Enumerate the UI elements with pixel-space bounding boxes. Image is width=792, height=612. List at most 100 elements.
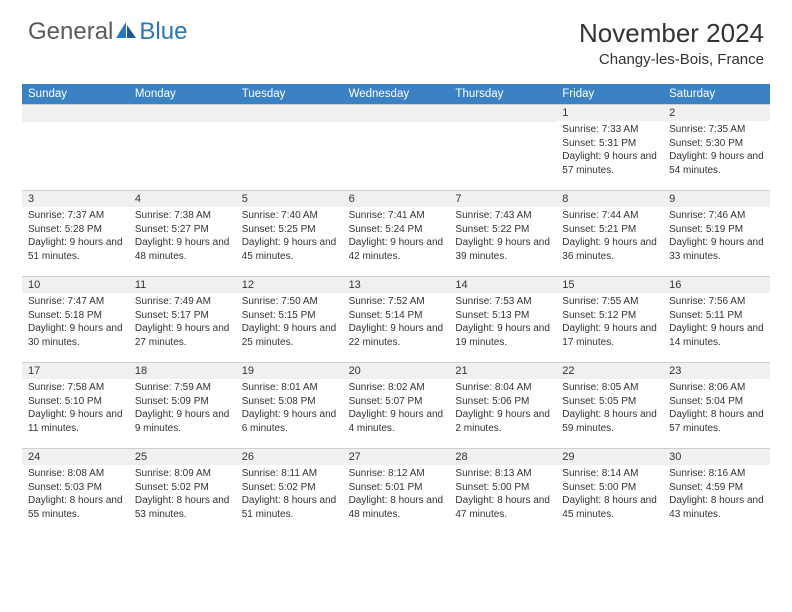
daylight-text: Daylight: 9 hours and 48 minutes. bbox=[135, 236, 230, 263]
calendar-day-cell: 22Sunrise: 8:05 AMSunset: 5:05 PMDayligh… bbox=[556, 362, 663, 448]
sunset-text: Sunset: 5:30 PM bbox=[669, 137, 764, 151]
sunrise-text: Sunrise: 8:02 AM bbox=[349, 381, 444, 395]
calendar-day-cell bbox=[236, 104, 343, 190]
sunrise-text: Sunrise: 8:08 AM bbox=[28, 467, 123, 481]
day-number bbox=[236, 105, 343, 122]
sunset-text: Sunset: 5:08 PM bbox=[242, 395, 337, 409]
calendar-day-cell: 27Sunrise: 8:12 AMSunset: 5:01 PMDayligh… bbox=[343, 448, 450, 534]
weekday-header: Tuesday bbox=[236, 84, 343, 104]
sunset-text: Sunset: 5:05 PM bbox=[562, 395, 657, 409]
daylight-text: Daylight: 9 hours and 39 minutes. bbox=[455, 236, 550, 263]
day-info: Sunrise: 7:52 AMSunset: 5:14 PMDaylight:… bbox=[343, 293, 450, 349]
weekday-header: Wednesday bbox=[343, 84, 450, 104]
day-info: Sunrise: 8:04 AMSunset: 5:06 PMDaylight:… bbox=[449, 379, 556, 435]
day-number: 22 bbox=[556, 363, 663, 379]
day-info: Sunrise: 7:47 AMSunset: 5:18 PMDaylight:… bbox=[22, 293, 129, 349]
sunset-text: Sunset: 5:02 PM bbox=[135, 481, 230, 495]
calendar-day-cell: 18Sunrise: 7:59 AMSunset: 5:09 PMDayligh… bbox=[129, 362, 236, 448]
calendar-day-cell: 11Sunrise: 7:49 AMSunset: 5:17 PMDayligh… bbox=[129, 276, 236, 362]
sunset-text: Sunset: 5:03 PM bbox=[28, 481, 123, 495]
weekday-header: Friday bbox=[556, 84, 663, 104]
day-info: Sunrise: 8:06 AMSunset: 5:04 PMDaylight:… bbox=[663, 379, 770, 435]
day-info: Sunrise: 8:01 AMSunset: 5:08 PMDaylight:… bbox=[236, 379, 343, 435]
calendar-week-row: 24Sunrise: 8:08 AMSunset: 5:03 PMDayligh… bbox=[22, 448, 770, 534]
weekday-header: Thursday bbox=[449, 84, 556, 104]
calendar-week-row: 1Sunrise: 7:33 AMSunset: 5:31 PMDaylight… bbox=[22, 104, 770, 190]
sunrise-text: Sunrise: 7:46 AM bbox=[669, 209, 764, 223]
calendar-day-cell: 3Sunrise: 7:37 AMSunset: 5:28 PMDaylight… bbox=[22, 190, 129, 276]
day-info: Sunrise: 7:37 AMSunset: 5:28 PMDaylight:… bbox=[22, 207, 129, 263]
day-info: Sunrise: 7:58 AMSunset: 5:10 PMDaylight:… bbox=[22, 379, 129, 435]
sunset-text: Sunset: 5:24 PM bbox=[349, 223, 444, 237]
daylight-text: Daylight: 9 hours and 51 minutes. bbox=[28, 236, 123, 263]
weekday-header: Monday bbox=[129, 84, 236, 104]
sunset-text: Sunset: 5:15 PM bbox=[242, 309, 337, 323]
calendar-day-cell bbox=[129, 104, 236, 190]
day-number: 1 bbox=[556, 105, 663, 121]
sunset-text: Sunset: 5:02 PM bbox=[242, 481, 337, 495]
sunrise-text: Sunrise: 8:01 AM bbox=[242, 381, 337, 395]
day-info: Sunrise: 7:49 AMSunset: 5:17 PMDaylight:… bbox=[129, 293, 236, 349]
calendar-day-cell: 8Sunrise: 7:44 AMSunset: 5:21 PMDaylight… bbox=[556, 190, 663, 276]
sunrise-text: Sunrise: 7:55 AM bbox=[562, 295, 657, 309]
day-number: 23 bbox=[663, 363, 770, 379]
daylight-text: Daylight: 8 hours and 43 minutes. bbox=[669, 494, 764, 521]
sunset-text: Sunset: 5:01 PM bbox=[349, 481, 444, 495]
calendar-day-cell: 26Sunrise: 8:11 AMSunset: 5:02 PMDayligh… bbox=[236, 448, 343, 534]
calendar-grid: Sunday Monday Tuesday Wednesday Thursday… bbox=[22, 84, 770, 534]
sunset-text: Sunset: 5:06 PM bbox=[455, 395, 550, 409]
sunset-text: Sunset: 5:00 PM bbox=[455, 481, 550, 495]
day-number bbox=[22, 105, 129, 122]
daylight-text: Daylight: 9 hours and 6 minutes. bbox=[242, 408, 337, 435]
day-number: 5 bbox=[236, 191, 343, 207]
sunset-text: Sunset: 5:04 PM bbox=[669, 395, 764, 409]
day-info: Sunrise: 7:50 AMSunset: 5:15 PMDaylight:… bbox=[236, 293, 343, 349]
daylight-text: Daylight: 8 hours and 47 minutes. bbox=[455, 494, 550, 521]
day-info: Sunrise: 7:46 AMSunset: 5:19 PMDaylight:… bbox=[663, 207, 770, 263]
sunrise-text: Sunrise: 7:52 AM bbox=[349, 295, 444, 309]
daylight-text: Daylight: 8 hours and 51 minutes. bbox=[242, 494, 337, 521]
day-info: Sunrise: 8:05 AMSunset: 5:05 PMDaylight:… bbox=[556, 379, 663, 435]
day-number: 12 bbox=[236, 277, 343, 293]
day-number: 4 bbox=[129, 191, 236, 207]
day-info: Sunrise: 8:13 AMSunset: 5:00 PMDaylight:… bbox=[449, 465, 556, 521]
sunset-text: Sunset: 5:10 PM bbox=[28, 395, 123, 409]
daylight-text: Daylight: 8 hours and 55 minutes. bbox=[28, 494, 123, 521]
day-number: 11 bbox=[129, 277, 236, 293]
calendar-day-cell: 25Sunrise: 8:09 AMSunset: 5:02 PMDayligh… bbox=[129, 448, 236, 534]
day-info: Sunrise: 7:41 AMSunset: 5:24 PMDaylight:… bbox=[343, 207, 450, 263]
daylight-text: Daylight: 9 hours and 9 minutes. bbox=[135, 408, 230, 435]
sunrise-text: Sunrise: 7:43 AM bbox=[455, 209, 550, 223]
sunset-text: Sunset: 5:12 PM bbox=[562, 309, 657, 323]
day-info: Sunrise: 7:56 AMSunset: 5:11 PMDaylight:… bbox=[663, 293, 770, 349]
daylight-text: Daylight: 9 hours and 27 minutes. bbox=[135, 322, 230, 349]
daylight-text: Daylight: 9 hours and 42 minutes. bbox=[349, 236, 444, 263]
daylight-text: Daylight: 9 hours and 14 minutes. bbox=[669, 322, 764, 349]
calendar-day-cell: 5Sunrise: 7:40 AMSunset: 5:25 PMDaylight… bbox=[236, 190, 343, 276]
sunrise-text: Sunrise: 8:12 AM bbox=[349, 467, 444, 481]
daylight-text: Daylight: 9 hours and 19 minutes. bbox=[455, 322, 550, 349]
calendar-week-row: 10Sunrise: 7:47 AMSunset: 5:18 PMDayligh… bbox=[22, 276, 770, 362]
day-number: 16 bbox=[663, 277, 770, 293]
day-number: 26 bbox=[236, 449, 343, 465]
day-info: Sunrise: 8:12 AMSunset: 5:01 PMDaylight:… bbox=[343, 465, 450, 521]
day-info: Sunrise: 7:53 AMSunset: 5:13 PMDaylight:… bbox=[449, 293, 556, 349]
calendar-day-cell: 17Sunrise: 7:58 AMSunset: 5:10 PMDayligh… bbox=[22, 362, 129, 448]
sunrise-text: Sunrise: 7:49 AM bbox=[135, 295, 230, 309]
calendar-day-cell: 1Sunrise: 7:33 AMSunset: 5:31 PMDaylight… bbox=[556, 104, 663, 190]
calendar-day-cell: 4Sunrise: 7:38 AMSunset: 5:27 PMDaylight… bbox=[129, 190, 236, 276]
sunset-text: Sunset: 5:21 PM bbox=[562, 223, 657, 237]
day-info: Sunrise: 7:44 AMSunset: 5:21 PMDaylight:… bbox=[556, 207, 663, 263]
day-info: Sunrise: 8:08 AMSunset: 5:03 PMDaylight:… bbox=[22, 465, 129, 521]
sunrise-text: Sunrise: 8:16 AM bbox=[669, 467, 764, 481]
day-number: 30 bbox=[663, 449, 770, 465]
sunrise-text: Sunrise: 8:05 AM bbox=[562, 381, 657, 395]
day-number: 29 bbox=[556, 449, 663, 465]
sunset-text: Sunset: 5:31 PM bbox=[562, 137, 657, 151]
daylight-text: Daylight: 9 hours and 11 minutes. bbox=[28, 408, 123, 435]
day-number: 28 bbox=[449, 449, 556, 465]
day-info: Sunrise: 7:43 AMSunset: 5:22 PMDaylight:… bbox=[449, 207, 556, 263]
location-label: Changy-les-Bois, France bbox=[579, 51, 764, 68]
day-number: 14 bbox=[449, 277, 556, 293]
daylight-text: Daylight: 8 hours and 53 minutes. bbox=[135, 494, 230, 521]
